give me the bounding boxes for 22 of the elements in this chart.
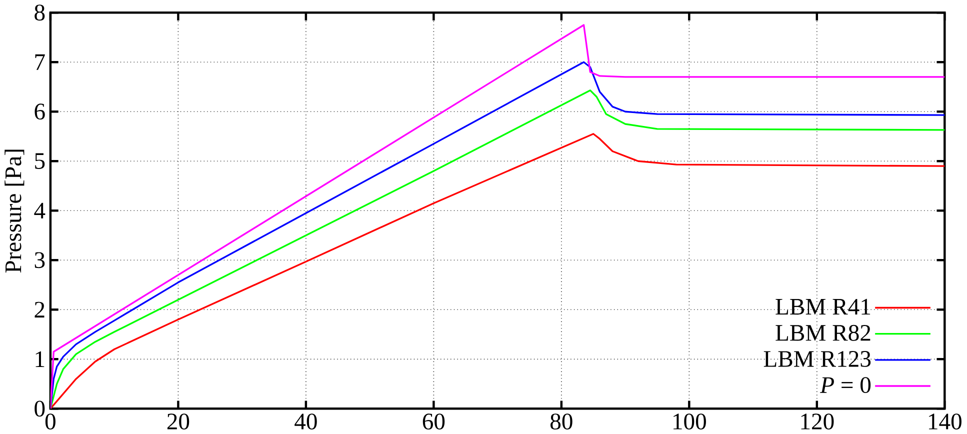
x-tick-label: 100 bbox=[674, 414, 706, 430]
legend-label: LBM R41 bbox=[776, 298, 870, 315]
y-axis-title: Pressure [Pa] bbox=[4, 150, 24, 273]
x-tick-label: 20 bbox=[167, 414, 190, 430]
y-tick-label: 3 bbox=[34, 252, 45, 268]
x-tick-label: 140 bbox=[929, 414, 962, 430]
legend-label: LBM R123 bbox=[764, 350, 871, 367]
y-tick-label: 2 bbox=[34, 302, 44, 318]
x-tick-label: 120 bbox=[801, 414, 834, 430]
y-tick-label: 5 bbox=[35, 153, 45, 169]
x-tick-label: 40 bbox=[294, 414, 317, 430]
y-tick-label: 1 bbox=[36, 351, 44, 367]
x-tick-label: 0 bbox=[45, 414, 56, 430]
y-tick-label: 0 bbox=[34, 400, 45, 417]
legend-label: LBM R82 bbox=[776, 324, 870, 341]
legend-label: P = 0 bbox=[820, 377, 871, 393]
y-tick-label: 7 bbox=[35, 54, 45, 70]
x-tick-label: 80 bbox=[550, 414, 572, 430]
y-tick-label: 4 bbox=[34, 202, 46, 218]
y-tick-label: 8 bbox=[34, 4, 45, 21]
x-tick-label: 60 bbox=[422, 414, 445, 430]
y-tick-label: 6 bbox=[34, 104, 45, 120]
